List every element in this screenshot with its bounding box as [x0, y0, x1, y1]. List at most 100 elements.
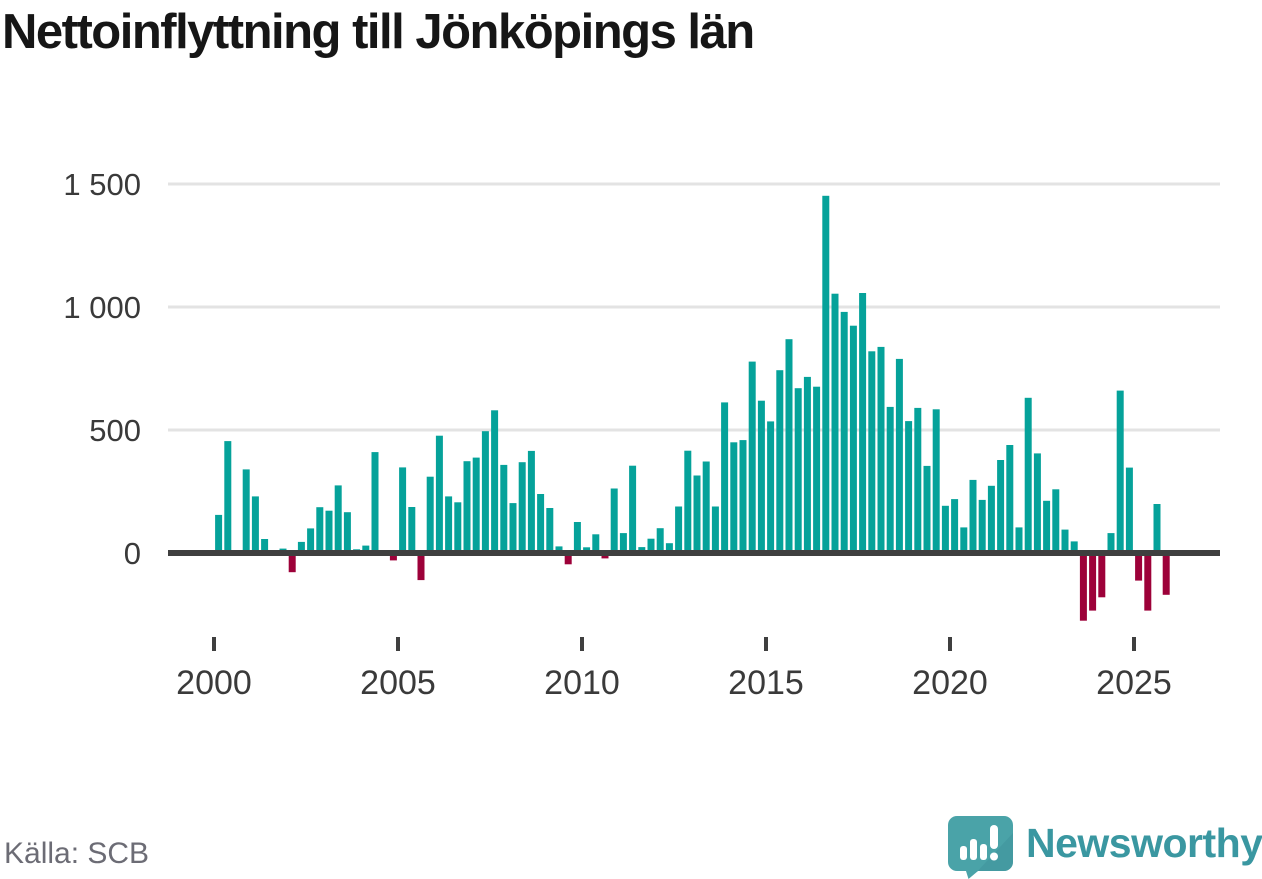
newsworthy-logo: Newsworthy: [944, 812, 1262, 879]
bar-2016Q1: [803, 376, 811, 553]
bar-2001Q1: [251, 496, 259, 553]
bar-2001Q2: [261, 539, 269, 553]
bar-2009Q3: [564, 553, 572, 565]
bar-2009Q1: [546, 508, 554, 553]
bar-2024Q1: [1098, 553, 1106, 598]
bar-2003Q3: [343, 512, 351, 553]
bar-2021Q4: [1015, 527, 1023, 553]
bar-2009Q4: [573, 522, 581, 553]
bar-2022Q2: [1033, 453, 1041, 553]
x-tick-label: 2015: [728, 664, 804, 702]
bar-2006Q1: [435, 435, 443, 553]
y-tick-label: 500: [89, 413, 141, 448]
bar-2005Q4: [426, 476, 434, 553]
bar-2018Q2: [886, 406, 894, 553]
bar-2004Q1: [362, 545, 370, 553]
bar-2007Q3: [491, 410, 499, 553]
bar-2006Q4: [463, 461, 471, 553]
bar-2021Q2: [997, 460, 1005, 553]
bar-2015Q4: [794, 388, 802, 553]
bar-2023Q2: [1070, 541, 1078, 553]
bar-2024Q4: [1125, 467, 1133, 553]
bar-2013Q2: [702, 461, 710, 553]
x-tick-label: 2010: [544, 664, 620, 702]
bar-2018Q1: [877, 346, 885, 553]
bar-2018Q3: [895, 358, 903, 553]
bar-2000Q2: [224, 441, 232, 553]
bar-2002Q4: [316, 507, 324, 553]
bar-2025Q4: [1162, 553, 1170, 595]
bar-2020Q3: [969, 479, 977, 553]
bar-2020Q1: [951, 499, 959, 553]
bar-2002Q1: [288, 553, 296, 573]
y-tick-label: 0: [124, 536, 141, 571]
bar-2025Q1: [1135, 553, 1143, 581]
bar-2025Q3: [1153, 504, 1161, 553]
bar-2020Q4: [978, 499, 986, 553]
bar-2010Q4: [610, 488, 618, 553]
bar-2012Q4: [684, 450, 692, 553]
bar-2008Q2: [518, 462, 526, 553]
bar-2011Q2: [629, 465, 637, 553]
bar-2002Q2: [297, 541, 305, 553]
bar-2016Q2: [813, 386, 821, 553]
bar-2022Q3: [1043, 500, 1051, 553]
bar-2019Q3: [932, 409, 940, 553]
bar-2008Q4: [537, 494, 545, 553]
bar-2005Q2: [408, 507, 416, 553]
bar-2022Q4: [1052, 489, 1060, 553]
bar-2005Q3: [417, 553, 425, 581]
bar-2017Q3: [859, 293, 867, 553]
bar-2008Q3: [527, 450, 535, 553]
bar-2022Q1: [1024, 397, 1032, 553]
bar-2015Q2: [776, 370, 784, 553]
bar-2006Q2: [445, 496, 453, 553]
bar-2024Q3: [1116, 390, 1124, 553]
bar-2004Q4: [389, 553, 397, 561]
bar-2023Q3: [1079, 553, 1087, 621]
source-note: Källa: SCB: [4, 837, 150, 870]
bar-2007Q1: [472, 457, 480, 553]
bar-2017Q2: [849, 325, 857, 553]
bar-2000Q4: [242, 469, 250, 553]
newsworthy-logo-icon: [948, 816, 1013, 879]
bar-2019Q2: [923, 465, 931, 553]
bar-2021Q3: [1006, 445, 1014, 553]
bar-2025Q2: [1144, 553, 1152, 611]
bar-2002Q3: [307, 528, 315, 553]
bar-2004Q2: [371, 452, 379, 553]
bar-2014Q3: [748, 361, 756, 553]
bar-2018Q4: [905, 421, 913, 553]
bar-2020Q2: [960, 527, 968, 553]
bar-2023Q1: [1061, 529, 1069, 553]
bar-2014Q2: [739, 440, 747, 553]
bar-2012Q3: [675, 506, 683, 553]
bar-2019Q1: [914, 407, 922, 553]
bar-2016Q4: [831, 293, 839, 553]
bar-2016Q3: [822, 195, 830, 554]
bar-2011Q4: [647, 538, 655, 553]
chart-title: Nettoinflyttning till Jönköpings län: [2, 5, 755, 59]
bar-2021Q1: [987, 485, 995, 553]
bar-2007Q4: [500, 464, 508, 553]
bar-2014Q4: [757, 400, 765, 553]
bar-2023Q4: [1089, 553, 1097, 611]
bar-2014Q1: [730, 442, 738, 553]
bar-2012Q1: [656, 528, 664, 553]
bar-chart: 0 500 1 000 1 500 2000 2005 2010 2015 2020 2025: [63, 167, 1220, 702]
bar-2019Q4: [941, 505, 949, 553]
bar-2006Q3: [454, 502, 462, 553]
bar-2011Q1: [619, 533, 627, 553]
bar-2017Q4: [868, 351, 876, 553]
bar-2009Q2: [555, 546, 563, 553]
x-tick-label: 2000: [176, 664, 252, 702]
bar-2013Q4: [721, 402, 729, 553]
x-tick-label: 2005: [360, 664, 436, 702]
bar-2005Q1: [399, 467, 407, 553]
bar-2003Q1: [325, 510, 333, 553]
y-tick-label: 1 500: [63, 167, 141, 202]
bar-2012Q2: [665, 543, 673, 553]
bar-2010Q2: [592, 534, 600, 553]
y-tick-label: 1 000: [63, 290, 141, 325]
